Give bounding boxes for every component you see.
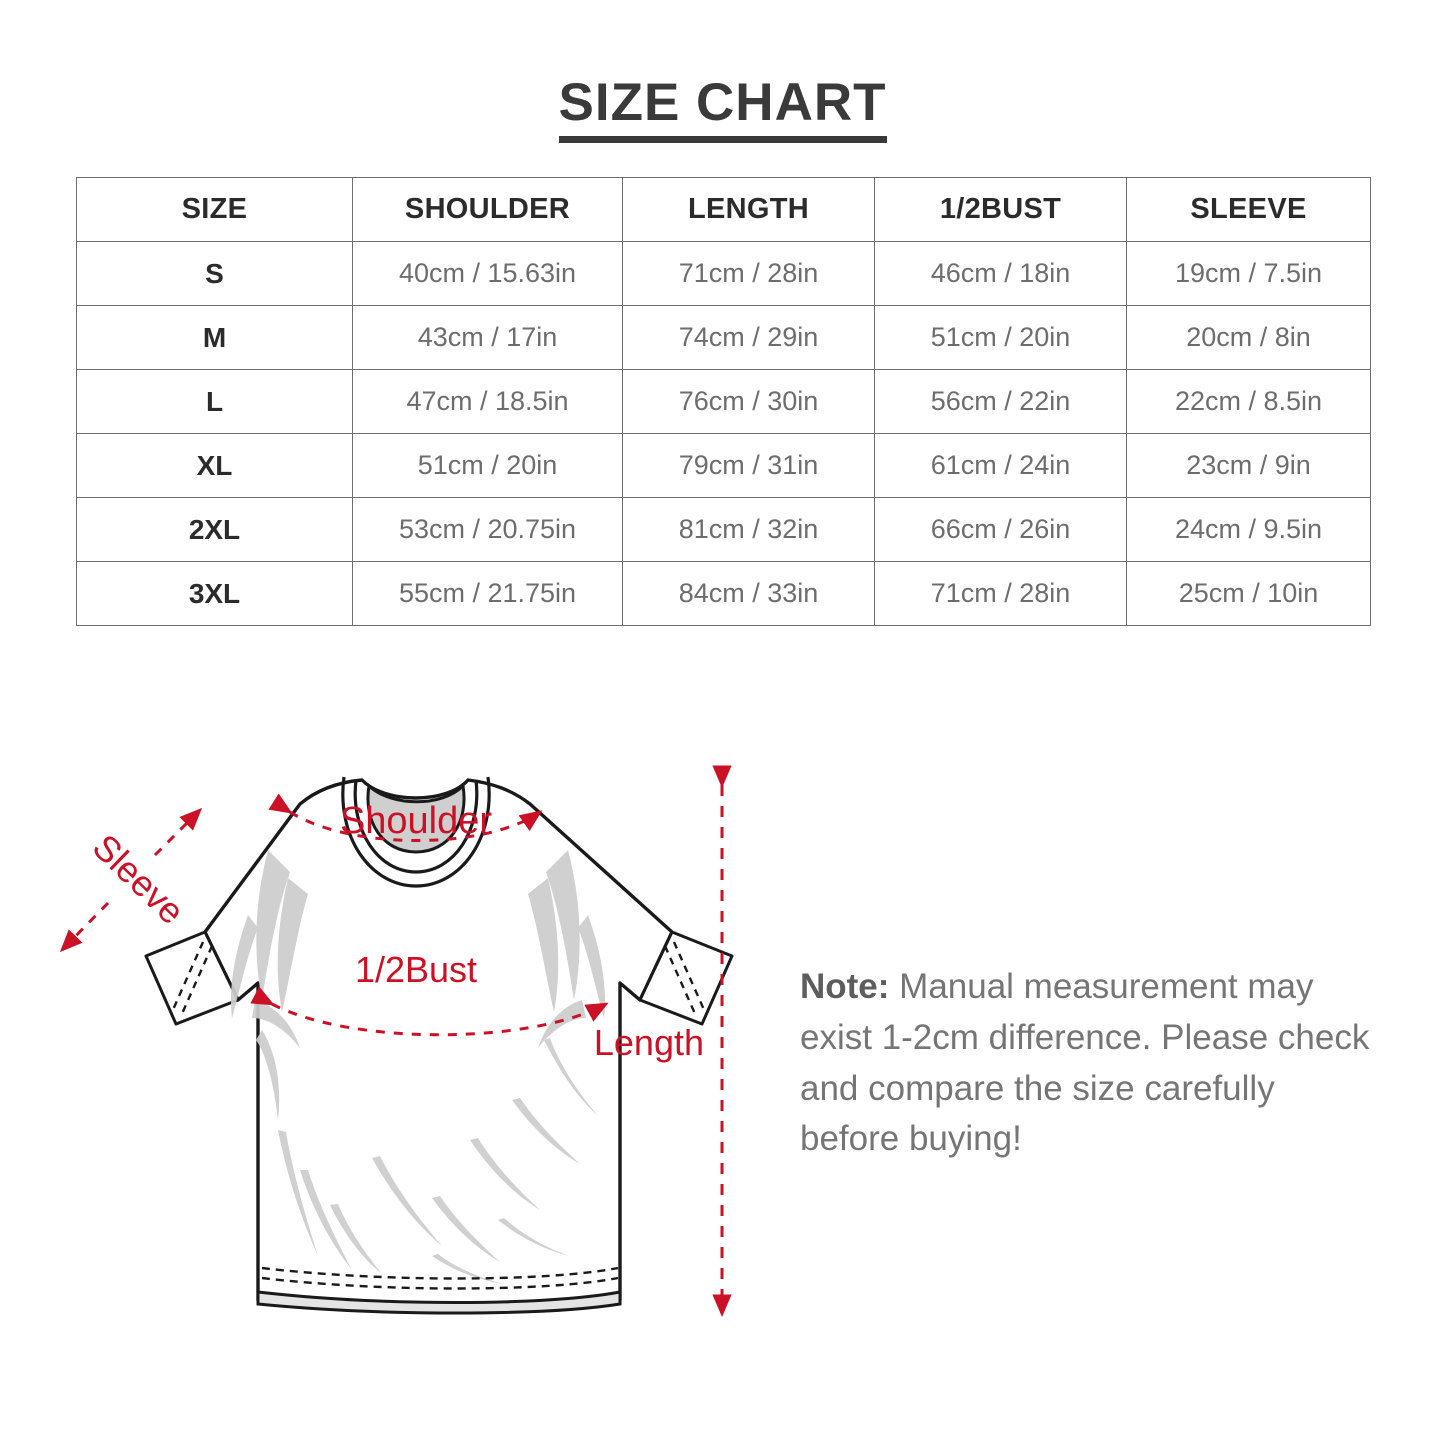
shoulder-arrow-line bbox=[268, 793, 543, 842]
cell-length: 71cm / 28in bbox=[622, 241, 875, 306]
cell-bust: 61cm / 24in bbox=[874, 433, 1127, 498]
cell-length: 81cm / 32in bbox=[622, 497, 875, 562]
shoulder-label: Shoulder bbox=[340, 800, 492, 842]
cell-sleeve: 25cm / 10in bbox=[1126, 561, 1371, 626]
cell-size: 2XL bbox=[76, 497, 353, 562]
cell-sleeve: 23cm / 9in bbox=[1126, 433, 1371, 498]
tshirt-hem-edge bbox=[256, 1290, 622, 1315]
bust-measurement-annotation bbox=[250, 986, 609, 1037]
length-label: Length bbox=[594, 1022, 704, 1063]
sleeve-measurement-annotation bbox=[59, 807, 203, 953]
cell-sleeve: 20cm / 8in bbox=[1126, 305, 1371, 370]
size-chart-table: SIZE SHOULDER LENGTH 1/2BUST SLEEVE S 40… bbox=[76, 177, 1371, 626]
tshirt-right-sleeve-cuff bbox=[638, 930, 734, 1026]
cell-size: S bbox=[76, 241, 353, 306]
cell-length: 79cm / 31in bbox=[622, 433, 875, 498]
column-header-length: LENGTH bbox=[622, 177, 875, 242]
cell-size: 3XL bbox=[76, 561, 353, 626]
cell-shoulder: 43cm / 17in bbox=[352, 305, 623, 370]
column-header-shoulder: SHOULDER bbox=[352, 177, 623, 242]
column-header-sleeve: SLEEVE bbox=[1126, 177, 1371, 242]
cell-bust: 56cm / 22in bbox=[874, 369, 1127, 434]
cell-shoulder: 55cm / 21.75in bbox=[352, 561, 623, 626]
table-row: 2XL 53cm / 20.75in 81cm / 32in 66cm / 26… bbox=[76, 497, 1371, 562]
cell-sleeve: 24cm / 9.5in bbox=[1126, 497, 1371, 562]
cell-shoulder: 40cm / 15.63in bbox=[352, 241, 623, 306]
measurement-note: Note: Manual measurement may exist 1-2cm… bbox=[800, 962, 1375, 1165]
cell-size: M bbox=[76, 305, 353, 370]
sleeve-arrow-line-2 bbox=[153, 807, 203, 857]
column-header-size: SIZE bbox=[76, 177, 353, 242]
page-title-text: SIZE CHART bbox=[558, 76, 887, 143]
table-row: 3XL 55cm / 21.75in 84cm / 33in 71cm / 28… bbox=[76, 561, 1371, 626]
tshirt-wrinkle-shading bbox=[230, 850, 606, 1284]
cell-bust: 46cm / 18in bbox=[874, 241, 1127, 306]
cell-size: L bbox=[76, 369, 353, 434]
note-label: Note: bbox=[800, 967, 890, 1006]
sleeve-label: Sleeve bbox=[85, 826, 193, 932]
column-header-bust: 1/2BUST bbox=[874, 177, 1127, 242]
note-text: Manual measurement may exist 1-2cm diffe… bbox=[800, 967, 1370, 1159]
cell-shoulder: 47cm / 18.5in bbox=[352, 369, 623, 434]
tshirt-measurement-diagram: Shoulder 1/2Bust Sleeve Length bbox=[0, 700, 800, 1445]
cell-length: 74cm / 29in bbox=[622, 305, 875, 370]
tshirt-left-sleeve-cuff bbox=[144, 930, 240, 1026]
cell-length: 76cm / 30in bbox=[622, 369, 875, 434]
table-row: L 47cm / 18.5in 76cm / 30in 56cm / 22in … bbox=[76, 369, 1371, 434]
table-row: XL 51cm / 20in 79cm / 31in 61cm / 24in 2… bbox=[76, 433, 1371, 498]
table-row: M 43cm / 17in 74cm / 29in 51cm / 20in 20… bbox=[76, 305, 1371, 370]
cell-bust: 51cm / 20in bbox=[874, 305, 1127, 370]
bust-label: 1/2Bust bbox=[355, 949, 477, 990]
cell-sleeve: 19cm / 7.5in bbox=[1126, 241, 1371, 306]
cell-length: 84cm / 33in bbox=[622, 561, 875, 626]
cell-bust: 71cm / 28in bbox=[874, 561, 1127, 626]
shoulder-measurement-annotation bbox=[268, 793, 543, 842]
cell-size: XL bbox=[76, 433, 353, 498]
bust-arrow-line bbox=[250, 986, 609, 1037]
sleeve-arrow-line bbox=[59, 901, 110, 953]
cell-shoulder: 53cm / 20.75in bbox=[352, 497, 623, 562]
table-header-row: SIZE SHOULDER LENGTH 1/2BUST SLEEVE bbox=[76, 177, 1371, 242]
table-row: S 40cm / 15.63in 71cm / 28in 46cm / 18in… bbox=[76, 241, 1371, 306]
cell-shoulder: 51cm / 20in bbox=[352, 433, 623, 498]
cell-sleeve: 22cm / 8.5in bbox=[1126, 369, 1371, 434]
page-title: SIZE CHART bbox=[0, 76, 1445, 143]
cell-bust: 66cm / 26in bbox=[874, 497, 1127, 562]
